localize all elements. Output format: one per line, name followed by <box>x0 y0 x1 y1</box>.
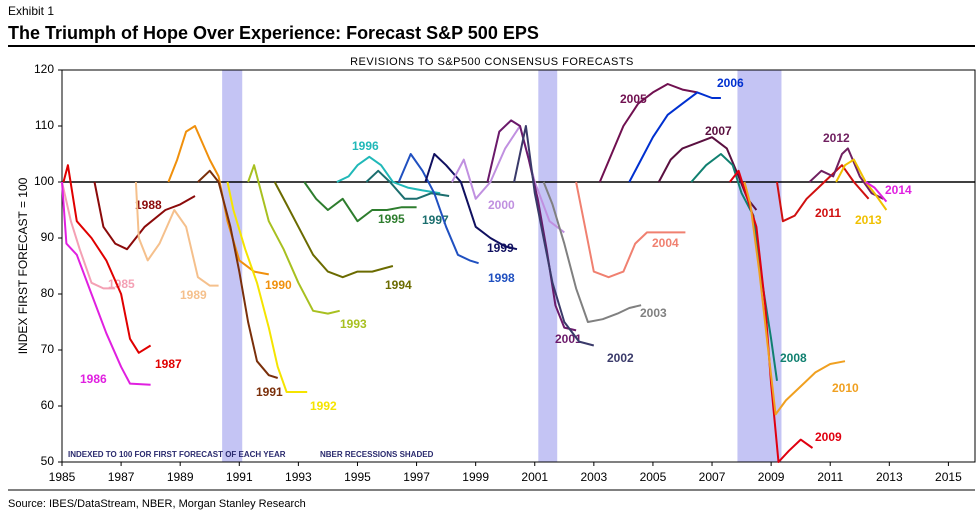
series-label: 1996 <box>352 139 379 153</box>
series-line <box>273 181 394 279</box>
y-axis-label: INDEX FIRST FORECAST = 100 <box>16 177 30 354</box>
series-line <box>247 164 340 315</box>
x-tick-label: 1993 <box>285 470 312 484</box>
y-tick-label: 90 <box>41 230 55 244</box>
y-tick-label: 70 <box>41 342 55 356</box>
series-line <box>598 83 698 183</box>
recession-band <box>222 70 243 462</box>
x-tick-label: 2015 <box>935 470 962 484</box>
series-label: 1998 <box>488 271 515 285</box>
y-tick-label: 120 <box>34 62 54 76</box>
series-label: 1990 <box>265 278 292 292</box>
series-line <box>397 153 479 265</box>
series-label: 2004 <box>652 236 679 250</box>
annotation: INDEXED TO 100 FOR FIRST FORECAST OF EAC… <box>68 450 286 459</box>
series-label: 2011 <box>815 206 841 220</box>
series-label: 1993 <box>340 317 367 331</box>
series-line <box>451 125 565 234</box>
series-label: 1999 <box>487 241 514 255</box>
recession-band <box>538 70 558 462</box>
series-label: 2014 <box>885 183 912 197</box>
series-line <box>513 125 595 347</box>
series-line <box>303 181 417 223</box>
series-line <box>62 164 152 354</box>
series-label: 2007 <box>705 124 732 138</box>
series-label: 1986 <box>80 372 107 386</box>
series-label: 2009 <box>815 430 842 444</box>
x-tick-label: 1999 <box>462 470 489 484</box>
series-label: 2006 <box>717 76 744 90</box>
series-label: 1988 <box>135 198 162 212</box>
series-label: 1985 <box>108 277 135 291</box>
x-tick-label: 1985 <box>49 470 76 484</box>
x-tick-label: 2003 <box>580 470 607 484</box>
series-line <box>808 147 884 200</box>
series-line <box>61 181 116 290</box>
chart-subtitle: REVISIONS TO S&P500 CONSENSUS FORECASTS <box>350 56 634 68</box>
series-line <box>690 153 778 381</box>
series-line <box>197 169 279 379</box>
series-line <box>226 181 308 393</box>
series-label: 2002 <box>607 351 634 365</box>
series-label: 1989 <box>180 288 207 302</box>
x-tick-label: 2001 <box>521 470 548 484</box>
series-label: 2005 <box>620 92 647 106</box>
series-line <box>575 181 686 279</box>
annotation: NBER RECESSIONS SHADED <box>320 450 434 459</box>
series-line <box>486 119 577 332</box>
series-label: 2010 <box>832 381 859 395</box>
series-label: 1991 <box>256 385 283 399</box>
x-tick-label: 1997 <box>403 470 430 484</box>
plot-frame <box>61 69 976 463</box>
x-tick-label: 1989 <box>167 470 194 484</box>
series-label: 2003 <box>640 306 667 320</box>
x-tick-label: 2005 <box>640 470 667 484</box>
exhibit-label: Exhibit 1 <box>8 4 54 18</box>
series-line <box>776 164 870 223</box>
y-tick-label: 50 <box>41 454 55 468</box>
series-line <box>743 181 846 416</box>
series-line <box>336 155 441 195</box>
series-label: 2008 <box>780 351 807 365</box>
series-label: 1987 <box>155 357 182 371</box>
x-tick-label: 1987 <box>108 470 135 484</box>
series-line <box>542 181 642 323</box>
series-line <box>167 125 269 276</box>
plot-area: 50 60 70 80 90 100 110 120 1985 1987 1989 1991 1993 1… <box>34 62 976 484</box>
x-tick-label: 2007 <box>699 470 726 484</box>
chart-title: The Triumph of Hope Over Experience: For… <box>8 23 539 43</box>
x-tick-label: 1995 <box>344 470 371 484</box>
x-tick-label: 1991 <box>226 470 253 484</box>
x-tick-label: 2009 <box>758 470 785 484</box>
series-line <box>424 153 518 251</box>
y-tick-label: 60 <box>41 398 55 412</box>
series-line <box>365 169 450 200</box>
y-tick-label: 80 <box>41 286 55 300</box>
series-label: 1995 <box>378 212 405 226</box>
y-tick-label: 100 <box>34 174 54 188</box>
series-line <box>628 91 721 183</box>
series-label: 1994 <box>385 278 412 292</box>
x-tick-label: 2011 <box>817 470 843 484</box>
series-line <box>93 181 196 251</box>
source: Source: IBES/DataStream, NBER, Morgan St… <box>8 498 306 510</box>
series-line <box>134 181 219 287</box>
series-label: 2012 <box>823 131 850 145</box>
series-line <box>61 181 151 386</box>
series-label: 1992 <box>310 399 337 413</box>
series-label: 2000 <box>488 198 515 212</box>
y-tick-label: 110 <box>35 118 54 132</box>
series-line <box>835 158 888 211</box>
series-line <box>865 181 888 203</box>
x-tick-label: 2013 <box>876 470 903 484</box>
series-label: 2013 <box>855 213 882 227</box>
